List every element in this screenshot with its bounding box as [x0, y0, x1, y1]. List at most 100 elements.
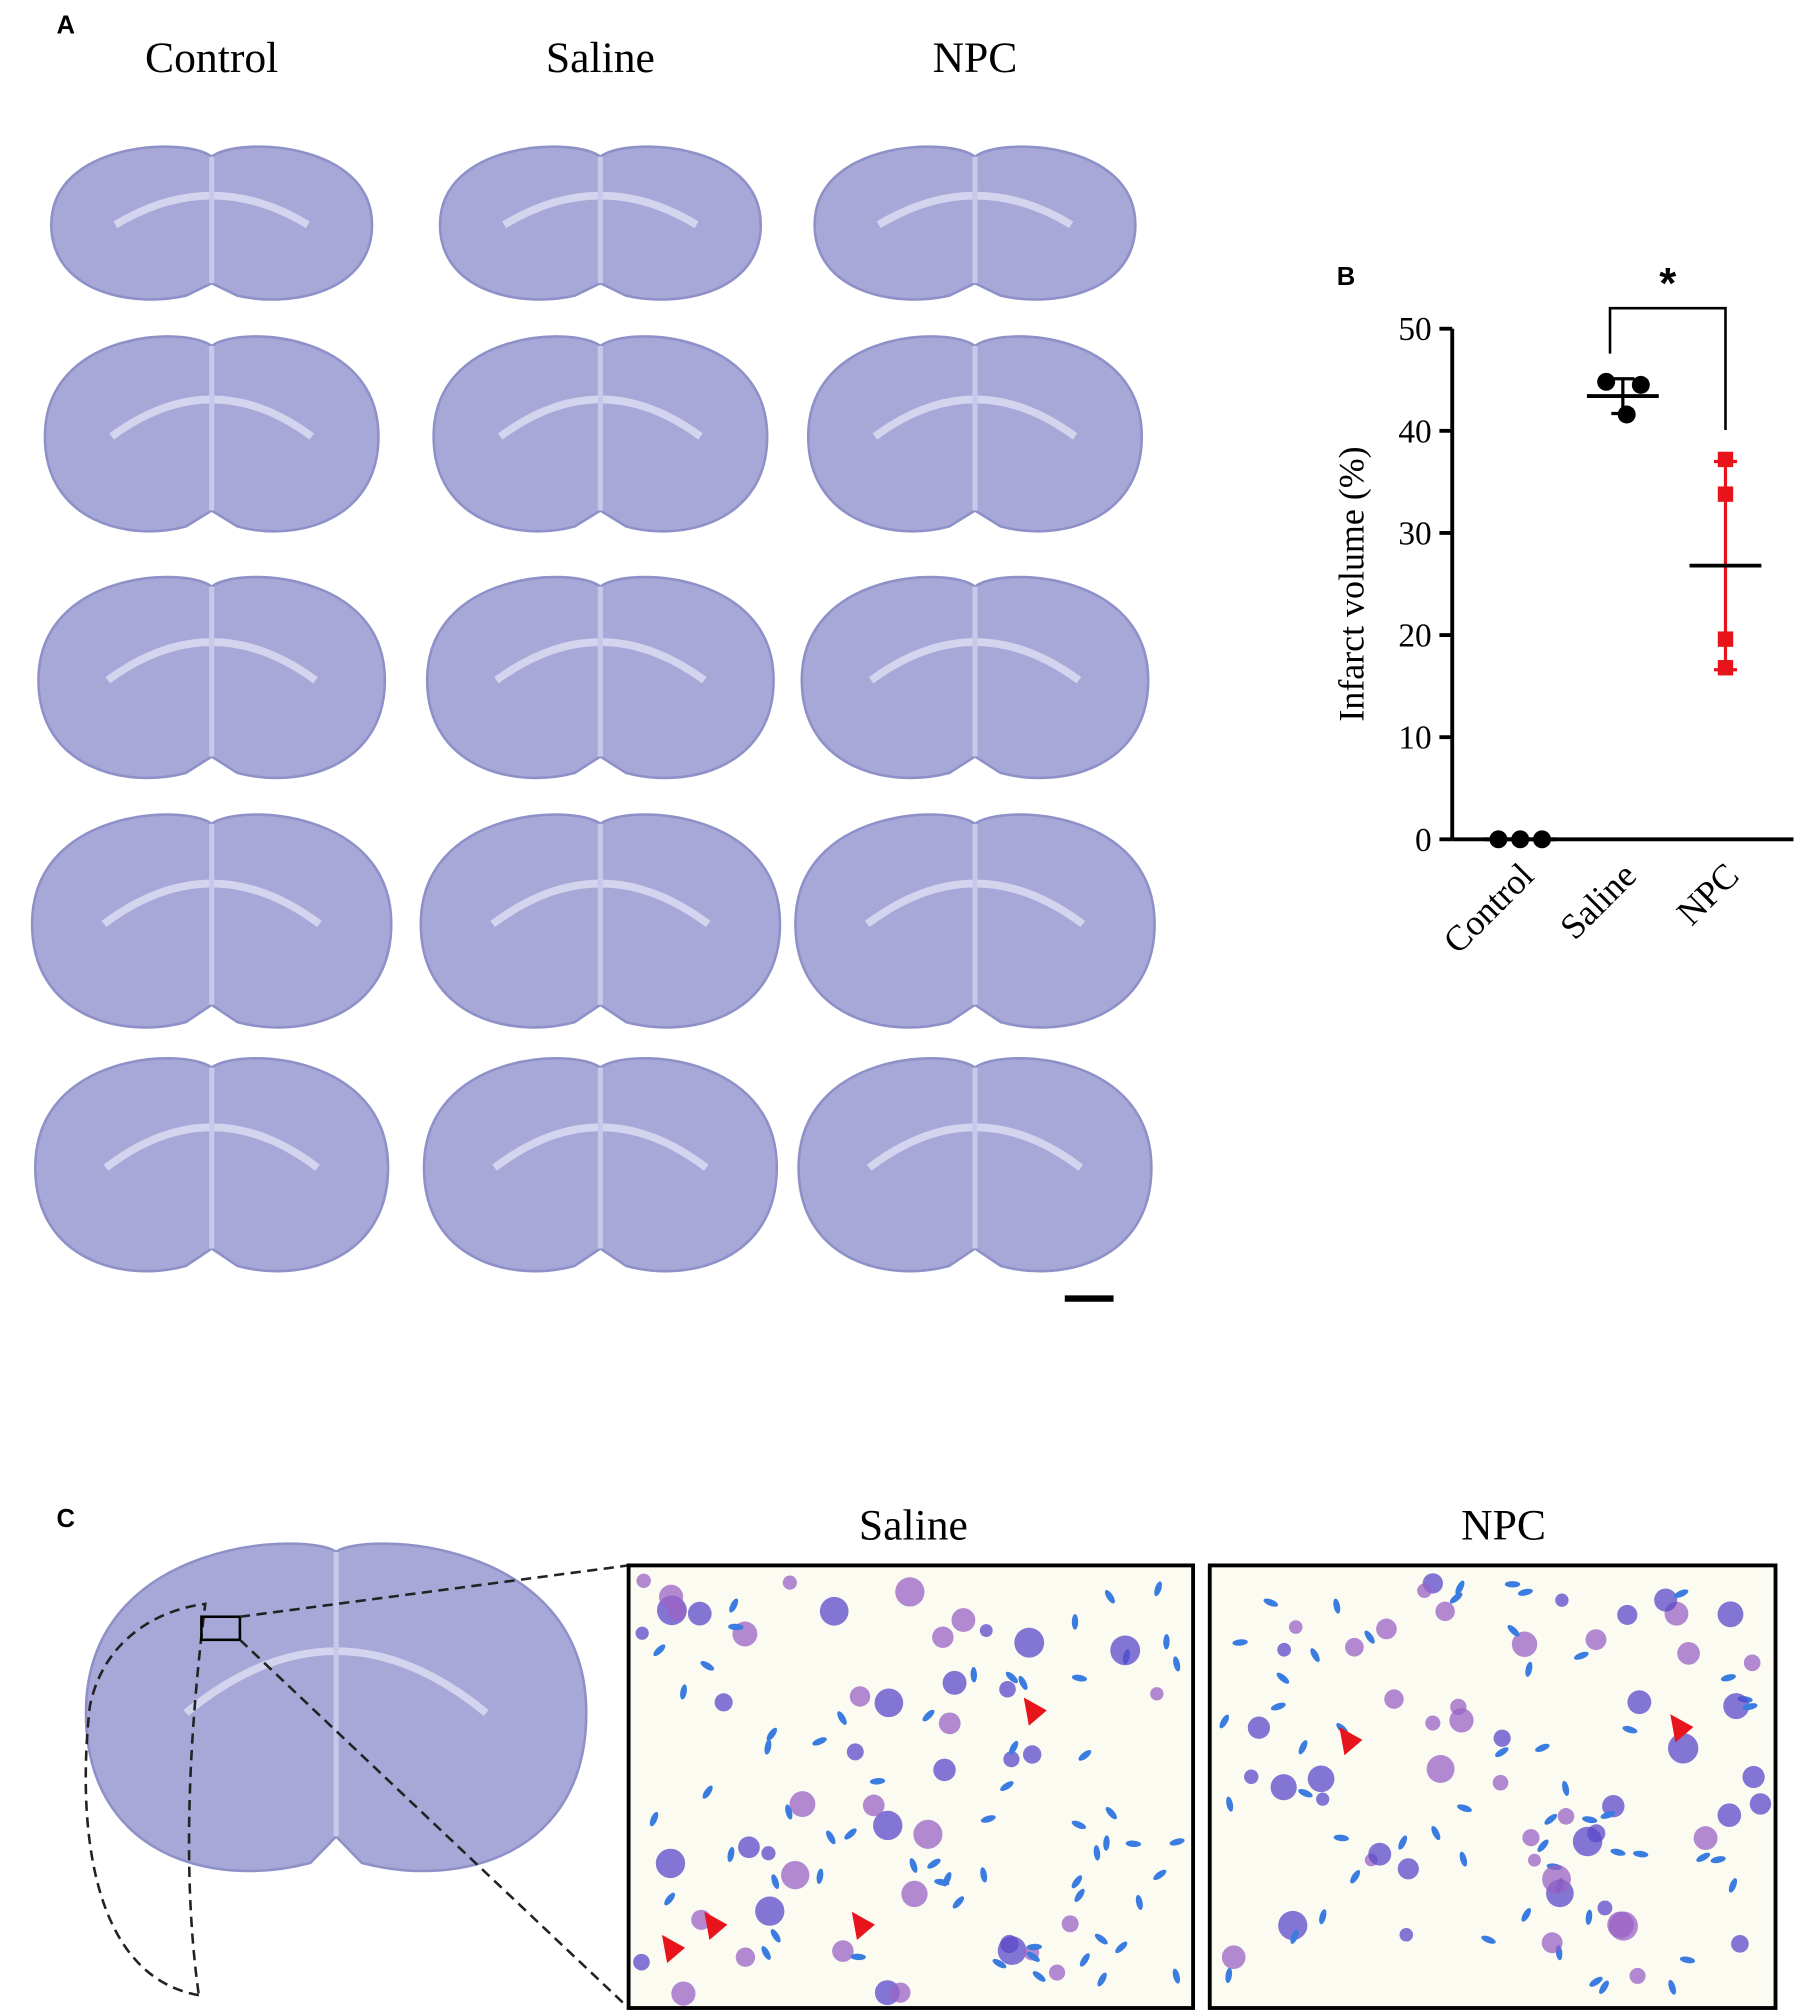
- cell: [1150, 1687, 1164, 1701]
- cell: [942, 1670, 967, 1695]
- y-tick-label: 10: [1398, 720, 1431, 757]
- cell: [702, 1785, 713, 1799]
- cell: [1278, 1910, 1308, 1941]
- cell: [816, 1868, 824, 1884]
- cell: [1731, 1935, 1749, 1953]
- cell: [1749, 1793, 1772, 1815]
- cell: [1026, 1951, 1040, 1962]
- cell: [862, 1794, 885, 1817]
- cell: [687, 1601, 712, 1626]
- cell: [764, 1739, 772, 1755]
- cell: [1710, 1856, 1726, 1864]
- cell: [850, 1953, 866, 1961]
- cell: [1582, 1816, 1598, 1824]
- data-point: [1717, 486, 1734, 502]
- data-point: [1617, 405, 1636, 424]
- cell: [1696, 1852, 1711, 1862]
- cell: [1511, 1631, 1538, 1657]
- cell: [1557, 1808, 1575, 1825]
- cell: [1627, 1690, 1652, 1715]
- cell: [636, 1573, 651, 1589]
- cell: [826, 1830, 836, 1845]
- cell: [1449, 1708, 1474, 1733]
- cell: [1105, 1806, 1117, 1820]
- cell: [1589, 1976, 1603, 1987]
- cell: [1026, 1943, 1042, 1951]
- arrowhead: [851, 1911, 875, 1941]
- cell: [1232, 1639, 1248, 1646]
- cell: [1316, 1792, 1330, 1806]
- significance-bracket: [1608, 306, 1727, 431]
- cell: [1350, 1870, 1361, 1884]
- column-title: Control: [145, 34, 278, 82]
- cell: [1018, 1675, 1028, 1690]
- x-tick-label: Saline: [1552, 855, 1644, 947]
- cell: [1398, 1835, 1408, 1850]
- cell: [1654, 1588, 1678, 1612]
- cell: [1270, 1774, 1297, 1801]
- cell: [653, 1644, 666, 1657]
- cell: [1225, 1967, 1233, 1984]
- cell: [1717, 1601, 1744, 1628]
- y-tick-label: 40: [1398, 413, 1431, 450]
- cell: [1154, 1581, 1162, 1597]
- zoom-box: [200, 1615, 242, 1642]
- cell: [1585, 1909, 1593, 1925]
- cell: [1364, 1630, 1375, 1644]
- cell: [1679, 1956, 1696, 1964]
- cell: [1425, 1715, 1441, 1731]
- cell: [729, 1598, 739, 1613]
- cell: [890, 1982, 911, 2003]
- data-point: [1717, 451, 1734, 468]
- data-point: [1489, 830, 1508, 849]
- y-tick-label: 50: [1398, 311, 1431, 348]
- significance-mark: *: [1659, 260, 1676, 308]
- cell: [909, 1858, 918, 1873]
- cell: [1153, 1869, 1167, 1881]
- chart: 0 10 20 30 40 50 Infarct volume (%) Control Sali…: [1332, 260, 1794, 961]
- cell: [1527, 1853, 1541, 1867]
- cell: [1071, 1820, 1087, 1830]
- micrograph: [626, 1563, 1196, 2010]
- cell: [913, 1819, 943, 1849]
- cell: [1061, 1915, 1079, 1933]
- column-title: Saline: [859, 1502, 968, 1550]
- cell: [1103, 1835, 1110, 1851]
- cell: [1417, 1583, 1432, 1598]
- cell: [951, 1608, 976, 1632]
- cell: [1048, 1964, 1066, 1981]
- cell: [1074, 1888, 1085, 1903]
- cell: [1399, 1927, 1414, 1942]
- cell: [1110, 1635, 1141, 1666]
- cell: [782, 1575, 797, 1590]
- brain-sections: [30, 145, 1156, 2009]
- arrowhead: [661, 1934, 686, 1964]
- cell: [1542, 1864, 1571, 1894]
- infarct-outline: [84, 1602, 207, 1997]
- data-point: [1511, 830, 1530, 849]
- cell: [844, 1828, 857, 1840]
- cell: [1005, 1671, 1018, 1684]
- cell: [1537, 1839, 1549, 1852]
- cell: [1742, 1703, 1758, 1711]
- cell: [1000, 1934, 1019, 1954]
- cell: [980, 1815, 996, 1823]
- cell: [1574, 1651, 1589, 1660]
- cell: [1629, 1967, 1646, 1984]
- cell: [1022, 1745, 1042, 1764]
- cell: [901, 1880, 928, 1908]
- cell: [1115, 1941, 1128, 1954]
- cell: [671, 1981, 696, 2006]
- cell: [664, 1892, 676, 1906]
- cell: [1368, 1842, 1392, 1866]
- cell: [922, 1709, 935, 1722]
- cell: [1000, 1781, 1014, 1792]
- cell: [1622, 1725, 1638, 1734]
- cell: [1723, 1693, 1750, 1720]
- cell: [700, 1661, 715, 1671]
- cell: [1263, 1598, 1279, 1607]
- cell: [1307, 1765, 1335, 1793]
- cell: [980, 1867, 988, 1883]
- x-tick-label: NPC: [1669, 855, 1747, 933]
